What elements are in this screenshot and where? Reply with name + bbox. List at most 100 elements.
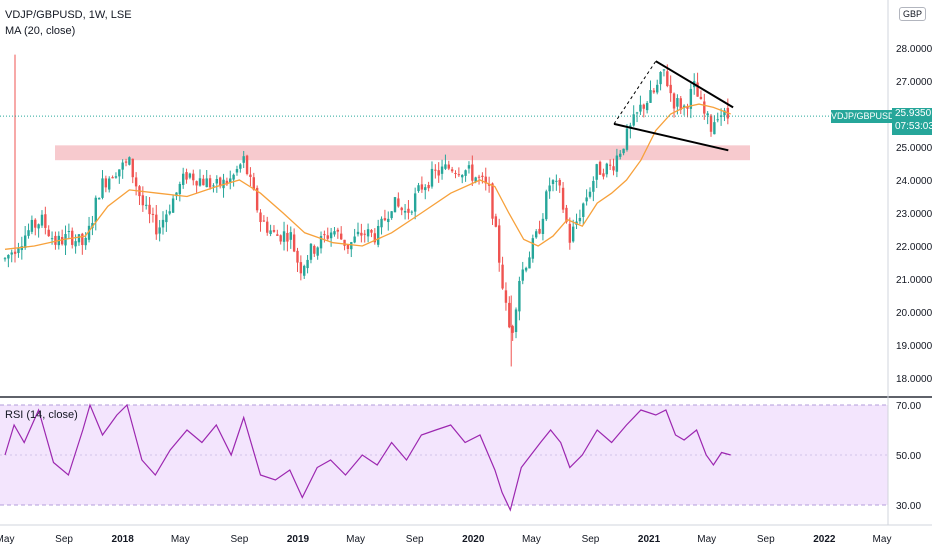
- candle-body: [161, 219, 165, 228]
- candle-body: [501, 264, 504, 289]
- candle-body: [353, 236, 356, 243]
- rsi-legend: RSI (14, close): [5, 409, 78, 421]
- candle-body: [464, 170, 467, 176]
- candle-body: [128, 157, 131, 165]
- candle-body: [155, 214, 158, 235]
- candle-body: [27, 230, 30, 236]
- candle-body: [30, 219, 34, 232]
- candle-body: [309, 243, 313, 260]
- candle-body: [306, 259, 309, 269]
- candle-body: [605, 163, 608, 175]
- candle-body: [719, 115, 723, 117]
- candle-body: [716, 119, 719, 121]
- candle-body: [366, 229, 370, 237]
- candle-body: [229, 178, 232, 183]
- time-tick-label: May: [697, 534, 716, 545]
- candle-body: [471, 164, 474, 181]
- candle-body: [467, 165, 471, 169]
- candle-body: [108, 178, 111, 190]
- candle-body: [40, 214, 44, 226]
- dashed-trendline: [613, 60, 657, 125]
- candle-body: [141, 195, 145, 206]
- candle-body: [679, 98, 682, 110]
- candle-body: [3, 258, 7, 260]
- time-tick-label: 2022: [813, 534, 836, 545]
- candle-body: [447, 164, 450, 169]
- candle-body: [363, 233, 366, 235]
- candle-body: [461, 175, 464, 178]
- candle-body: [245, 155, 249, 174]
- price-tick-label: 28.0000: [896, 44, 932, 55]
- candle-body: [437, 170, 440, 176]
- candle-body: [400, 207, 403, 211]
- candle-body: [666, 71, 669, 87]
- candle-body: [215, 178, 219, 184]
- currency-badge[interactable]: GBP: [899, 7, 927, 21]
- candle-body: [299, 262, 303, 274]
- candle-body: [37, 224, 40, 229]
- candle-body: [47, 229, 50, 237]
- rsi-line: [4, 403, 731, 512]
- resistance-zone: [55, 145, 750, 161]
- symbol-price-tag: VDJP/GBPUSD: [831, 110, 895, 123]
- candle-body: [232, 174, 235, 180]
- candle-body: [558, 179, 561, 186]
- candle-body: [619, 153, 622, 157]
- candle-body: [121, 162, 124, 170]
- candle-body: [198, 178, 202, 186]
- time-tick-label: 2019: [287, 534, 310, 545]
- candle-body: [17, 248, 20, 254]
- candle-body: [669, 84, 672, 94]
- candle-body: [101, 178, 104, 198]
- candle-body: [23, 235, 27, 248]
- candle-body: [346, 244, 350, 249]
- candle-body: [565, 207, 568, 223]
- candle-body: [279, 235, 282, 242]
- candle-body: [588, 191, 592, 197]
- candle-body: [548, 185, 551, 192]
- candle-body: [656, 84, 659, 93]
- rsi-band: [0, 405, 888, 505]
- candle-body: [625, 128, 629, 150]
- candle-body: [266, 221, 269, 233]
- time-tick-label: 2021: [638, 534, 661, 545]
- candle-body: [272, 229, 276, 232]
- candle-body: [534, 231, 538, 238]
- candle-body: [262, 220, 266, 222]
- candle-body: [528, 257, 531, 269]
- candle-body: [571, 226, 575, 242]
- candle-body: [289, 232, 292, 240]
- candle-body: [430, 168, 434, 187]
- candle-body: [474, 177, 477, 182]
- candle-body: [393, 197, 397, 213]
- candle-body: [481, 175, 484, 178]
- time-tick-label: Sep: [757, 534, 775, 545]
- candle-body: [319, 236, 323, 249]
- candle-body: [390, 211, 393, 219]
- candle-body: [632, 114, 635, 126]
- candle-body: [255, 187, 259, 211]
- candle-body: [323, 234, 326, 236]
- candle-body: [703, 101, 706, 114]
- rsi-tick-label: 30.00: [896, 501, 921, 512]
- candle-body: [645, 102, 649, 111]
- candle-body: [118, 169, 121, 177]
- candle-body: [158, 227, 161, 234]
- candle-body: [165, 214, 168, 223]
- candle-body: [50, 238, 54, 240]
- candle-body: [276, 234, 279, 236]
- candle-body: [218, 177, 222, 187]
- candle-body: [336, 229, 340, 232]
- candle-body: [504, 290, 508, 303]
- candle-body: [541, 218, 545, 234]
- last-price-box: 25.9350 07:53:03: [892, 108, 932, 135]
- candle-body: [420, 184, 424, 190]
- candle-body: [175, 192, 178, 197]
- candle-body: [487, 183, 491, 186]
- candle-body: [531, 238, 535, 259]
- candle-body: [292, 234, 296, 252]
- candle-body: [491, 183, 494, 219]
- time-tick-label: May: [346, 534, 365, 545]
